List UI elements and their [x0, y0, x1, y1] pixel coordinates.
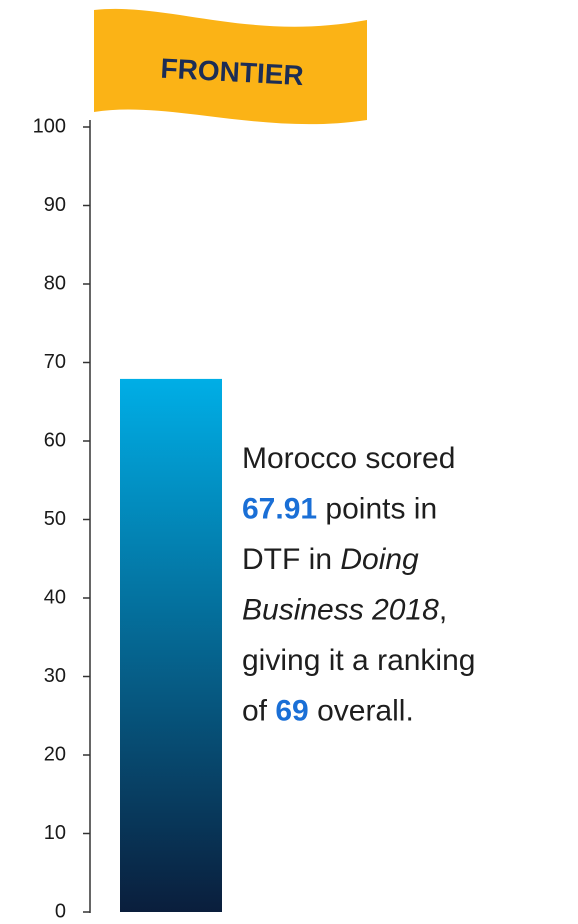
annotation-text: Morocco scored	[242, 442, 455, 475]
flag	[94, 8, 367, 125]
y-tick-label: 30	[44, 665, 66, 687]
annotation-line: giving it a ranking	[242, 644, 475, 677]
annotation-line: Business 2018,	[242, 594, 447, 627]
y-tick-label: 100	[33, 115, 66, 137]
annotation-text: of	[242, 695, 275, 728]
annotation-text: DTF in	[242, 543, 340, 576]
y-tick-label: 40	[44, 586, 66, 608]
y-tick-label: 60	[44, 429, 66, 451]
annotation-text: points in	[317, 493, 437, 526]
y-tick-label: 90	[44, 194, 66, 216]
y-tick-label: 80	[44, 272, 66, 294]
y-tick-label: 70	[44, 351, 66, 373]
annotation-text: ,	[439, 594, 447, 627]
annotation-line: Morocco scored	[242, 442, 455, 475]
annotation-text: overall.	[309, 695, 414, 728]
annotation-text: Doing	[340, 543, 419, 576]
annotation-text: 69	[275, 695, 308, 728]
y-tick-label: 10	[44, 822, 66, 844]
annotation-text: giving it a ranking	[242, 644, 475, 677]
annotation-text: 67.91	[242, 493, 317, 526]
annotation-line: 67.91 points in	[242, 493, 437, 526]
annotation-text: Business 2018	[242, 594, 439, 627]
flag-label: FRONTIER	[160, 53, 305, 91]
y-tick-label: 50	[44, 508, 66, 530]
bar	[120, 378, 222, 912]
y-tick-label: 20	[44, 743, 66, 765]
y-tick-label: 0	[55, 900, 66, 922]
annotation-line: of 69 overall.	[242, 695, 414, 728]
annotation-line: DTF in Doing	[242, 543, 419, 576]
